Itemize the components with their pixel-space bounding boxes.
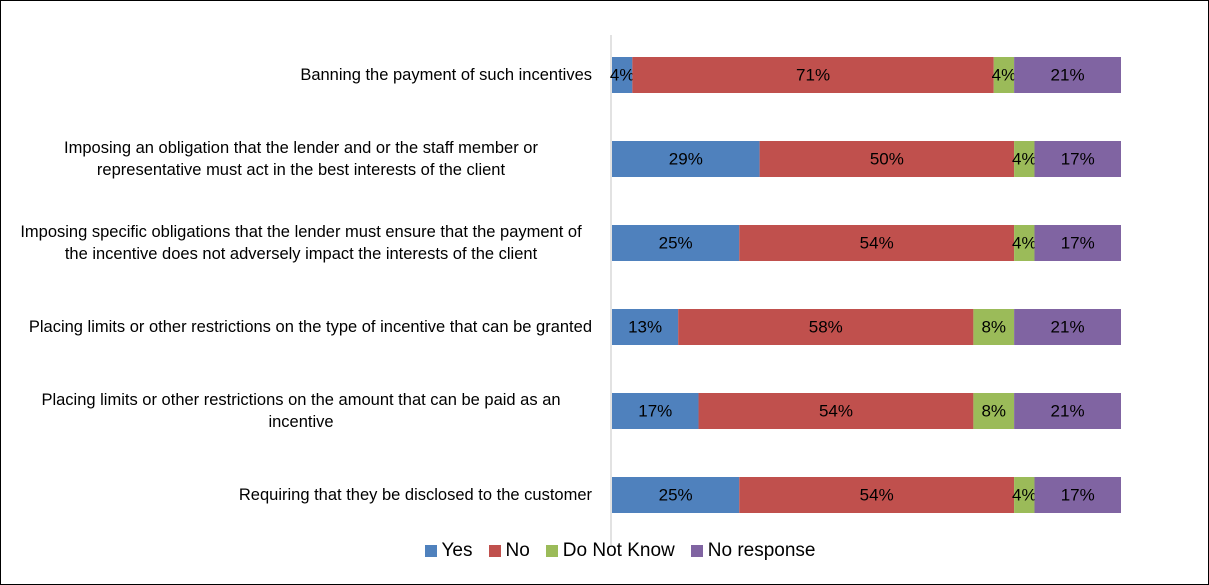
data-label: 21% bbox=[1051, 317, 1085, 336]
bar-segment bbox=[612, 141, 760, 177]
data-label: 54% bbox=[819, 401, 853, 420]
category-text: Imposing specific obligations that the l… bbox=[20, 223, 582, 263]
legend-label: No bbox=[505, 540, 530, 561]
category-label: Imposing an obligation that the lender a… bbox=[10, 137, 592, 181]
data-label: 71% bbox=[796, 65, 830, 84]
legend-label: Yes bbox=[441, 540, 473, 561]
category-text: Placing limits or other restrictions on … bbox=[28, 318, 592, 336]
legend: Yes No Do Not Know No response bbox=[0, 540, 1209, 562]
data-label: 4% bbox=[1012, 149, 1037, 168]
bar-segment bbox=[973, 393, 1015, 429]
data-label: 21% bbox=[1051, 65, 1085, 84]
bar-segment bbox=[632, 57, 994, 93]
data-label: 21% bbox=[1051, 401, 1085, 420]
data-label: 29% bbox=[669, 149, 703, 168]
category-label: Banning the payment of such incentives bbox=[10, 64, 592, 86]
bar-segment bbox=[1014, 57, 1121, 93]
data-label: 58% bbox=[809, 317, 843, 336]
bar-segment bbox=[993, 57, 1015, 93]
bar-segment bbox=[1034, 141, 1121, 177]
data-label: 4% bbox=[992, 65, 1017, 84]
legend-item: No bbox=[488, 540, 530, 562]
data-label: 4% bbox=[1012, 233, 1037, 252]
bar-segment bbox=[1014, 141, 1035, 177]
bar-segment bbox=[739, 225, 1015, 261]
legend-item: Yes bbox=[424, 540, 473, 562]
legend-label: No response bbox=[707, 540, 816, 561]
data-label: 13% bbox=[628, 317, 662, 336]
data-label: 54% bbox=[860, 485, 894, 504]
category-text: Requiring that they be disclosed to the … bbox=[238, 486, 592, 504]
data-label: 8% bbox=[981, 317, 1006, 336]
category-label: Imposing specific obligations that the l… bbox=[10, 221, 592, 265]
category-text: Placing limits or other restrictions on … bbox=[41, 391, 561, 431]
bar-segment bbox=[1034, 477, 1121, 513]
data-label: 8% bbox=[981, 401, 1006, 420]
data-label: 25% bbox=[659, 485, 693, 504]
data-label: 25% bbox=[659, 233, 693, 252]
data-label: 17% bbox=[638, 401, 672, 420]
category-text: Imposing an obligation that the lender a… bbox=[64, 139, 538, 179]
bar-segment bbox=[612, 309, 679, 345]
bar-segment bbox=[678, 309, 974, 345]
bar-segment bbox=[612, 57, 633, 93]
bar-segment bbox=[973, 309, 1015, 345]
bar-segment bbox=[1014, 477, 1035, 513]
data-label: 17% bbox=[1061, 149, 1095, 168]
category-text: Banning the payment of such incentives bbox=[300, 66, 592, 84]
data-label: 4% bbox=[1012, 485, 1037, 504]
legend-swatch bbox=[545, 545, 558, 557]
bar-segment bbox=[759, 141, 1015, 177]
data-label: 50% bbox=[870, 149, 904, 168]
bar-segment bbox=[1014, 225, 1035, 261]
bar-segment bbox=[1014, 393, 1121, 429]
legend-item: Do Not Know bbox=[545, 540, 675, 562]
bar-segment bbox=[1014, 309, 1121, 345]
data-label: 54% bbox=[860, 233, 894, 252]
bar-segment bbox=[612, 477, 740, 513]
category-label: Placing limits or other restrictions on … bbox=[10, 389, 592, 433]
bar-segment bbox=[612, 393, 699, 429]
bar-segment bbox=[739, 477, 1015, 513]
legend-item: No response bbox=[690, 540, 816, 562]
bar-segment bbox=[1034, 225, 1121, 261]
data-label: 4% bbox=[610, 65, 635, 84]
legend-swatch bbox=[424, 545, 437, 557]
data-label: 17% bbox=[1061, 485, 1095, 504]
bar-segment bbox=[698, 393, 974, 429]
category-label: Placing limits or other restrictions on … bbox=[10, 316, 592, 338]
category-label: Requiring that they be disclosed to the … bbox=[10, 484, 592, 506]
data-label: 17% bbox=[1061, 233, 1095, 252]
bar-segment bbox=[612, 225, 740, 261]
legend-swatch bbox=[690, 545, 703, 557]
legend-swatch bbox=[488, 545, 501, 557]
legend-label: Do Not Know bbox=[562, 540, 675, 561]
